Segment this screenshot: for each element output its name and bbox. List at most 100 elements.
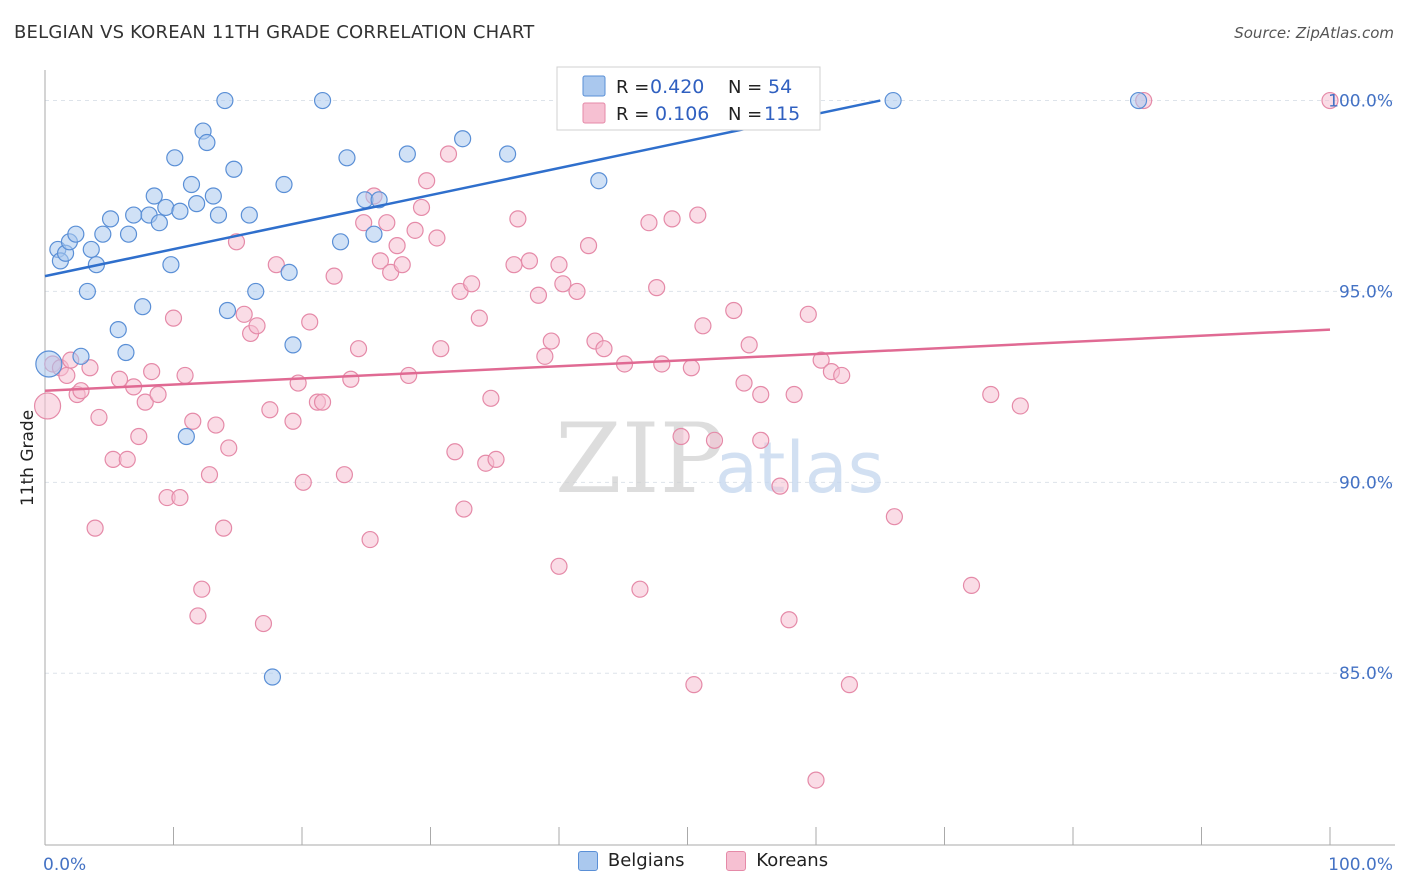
belgian-point [109, 321, 127, 339]
y-axis-label: 11th Grade [18, 410, 38, 506]
korean-point [653, 355, 671, 373]
korean-point [648, 279, 666, 297]
legend-item-belgians[interactable]: Belgians [577, 850, 685, 871]
belgian-point [125, 206, 143, 224]
x-tick-labels: 0.0% 100.0% [43, 855, 1393, 875]
korean-point [313, 393, 332, 411]
korean-point [725, 301, 743, 320]
korean-point [705, 431, 724, 449]
belgian-point [119, 225, 138, 243]
korean-point [220, 439, 238, 457]
korean-point [184, 412, 202, 430]
korean-point [509, 210, 527, 228]
korean-point [261, 401, 279, 419]
belgian-point [145, 187, 163, 205]
korean-point [378, 214, 396, 232]
korean-point [189, 607, 207, 625]
legend-label-koreans: Koreans [756, 850, 829, 871]
korean-point [446, 443, 464, 461]
belgian-point [166, 149, 184, 167]
stats-legend: R = 0.420 N = 54 R = 0.106 N = 115 [556, 66, 821, 131]
belgian-point [331, 233, 350, 251]
belgian-point [280, 263, 298, 281]
belgian-point [72, 347, 90, 365]
belgian-point [188, 195, 206, 213]
korean-point [689, 206, 707, 224]
korean-point [418, 172, 436, 190]
legend-swatch-koreans [726, 850, 747, 871]
korean-point [136, 393, 154, 411]
korean-point [833, 366, 851, 385]
belgian-point [365, 225, 383, 243]
belgian-point [284, 336, 302, 354]
korean-point [33, 392, 62, 420]
korean-point [200, 466, 219, 484]
korean-point [807, 771, 825, 789]
korean-point [962, 576, 981, 594]
belgian-point [216, 91, 234, 110]
korean-point [110, 370, 129, 388]
korean-point [682, 359, 700, 377]
korean-point [595, 340, 613, 358]
belgian-point [398, 145, 416, 163]
belgian-point [263, 668, 282, 686]
watermark: ZIP atlas [555, 403, 884, 515]
korean-point [388, 237, 406, 255]
korean-point [799, 305, 817, 323]
stats-legend-swatch-koreans [582, 102, 606, 124]
korean-points [33, 91, 1339, 789]
korean-point [406, 221, 424, 239]
belgian-point [247, 282, 265, 301]
belgian-point [225, 160, 243, 178]
korean-point [520, 252, 539, 270]
bottom-legend: Belgians Koreans [0, 850, 1406, 876]
stats-n-value-koreans: 115 [764, 103, 800, 125]
korean-point [207, 416, 225, 434]
stats-n-label-koreans: N = [728, 104, 762, 125]
belgian-point [67, 225, 85, 243]
korean-point [840, 676, 859, 694]
korean-point [771, 477, 789, 495]
korean-point [529, 286, 548, 304]
belgian-point [35, 350, 63, 378]
korean-point [752, 385, 770, 404]
korean-point [631, 580, 649, 598]
korean-trend-line [44, 328, 1331, 392]
watermark-atlas: atlas [715, 427, 884, 509]
chart-title: BELGIAN VS KOREAN 11TH GRADE CORRELATION… [14, 22, 535, 43]
korean-point [505, 256, 523, 274]
korean-point [400, 366, 418, 385]
korean-point [568, 282, 586, 301]
belgian-point [78, 282, 97, 301]
belgian-point [275, 175, 293, 194]
korean-point [58, 366, 76, 385]
x-tick-label: 100.0% [1328, 855, 1393, 875]
korean-point [393, 256, 411, 274]
y-tick-label: 90.0% [1339, 473, 1393, 493]
korean-point [536, 347, 554, 365]
korean-point [640, 214, 658, 232]
korean-point [118, 450, 136, 469]
belgian-point [117, 343, 135, 362]
belgian-point [182, 175, 201, 194]
korean-point [164, 309, 183, 327]
belgian-point [218, 301, 237, 320]
korean-point [248, 317, 266, 335]
korean-point [325, 267, 343, 285]
korean-point [982, 385, 1000, 404]
stats-n-label-belgians: N = [728, 77, 762, 98]
korean-point [193, 580, 211, 598]
legend-item-koreans[interactable]: Koreans [726, 850, 828, 871]
korean-point [284, 412, 302, 430]
korean-point [149, 385, 167, 404]
korean-point [215, 519, 233, 537]
korean-point [342, 370, 360, 388]
y-tick-label: 95.0% [1339, 282, 1393, 302]
y-tick-label: 85.0% [1339, 664, 1393, 684]
korean-point [885, 508, 903, 526]
korean-point [130, 427, 148, 446]
belgian-point [590, 172, 608, 190]
korean-point [812, 351, 830, 369]
korean-point [694, 317, 712, 335]
korean-point [785, 385, 803, 404]
